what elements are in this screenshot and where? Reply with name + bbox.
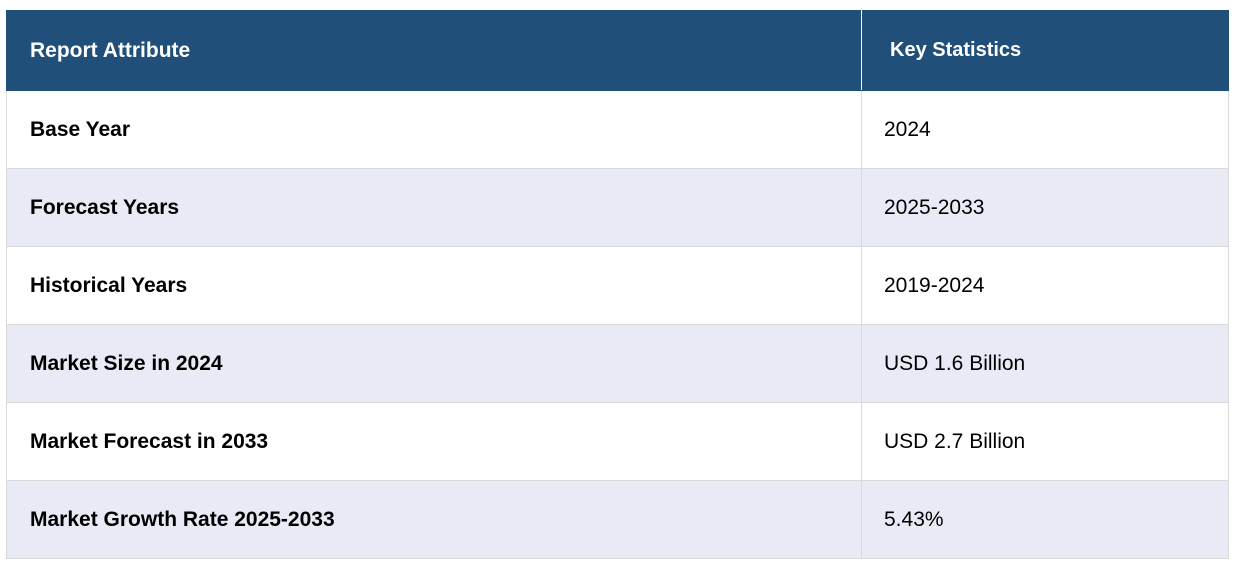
table-row: Forecast Years 2025-2033 — [6, 168, 1229, 247]
table-header-row: Report Attribute Key Statistics — [6, 10, 1229, 91]
row-value-cell: 5.43% — [861, 480, 1229, 559]
row-value-cell: 2024 — [861, 90, 1229, 169]
row-value-cell: USD 1.6 Billion — [861, 324, 1229, 403]
row-attribute-cell: Base Year — [6, 90, 862, 169]
table-row: Market Size in 2024 USD 1.6 Billion — [6, 324, 1229, 403]
row-value-cell: 2025-2033 — [861, 168, 1229, 247]
row-value-cell: 2019-2024 — [861, 246, 1229, 325]
table-row: Base Year 2024 — [6, 90, 1229, 169]
header-key-statistics: Key Statistics — [861, 10, 1229, 91]
row-attribute-cell: Market Forecast in 2033 — [6, 402, 862, 481]
row-attribute-cell: Market Size in 2024 — [6, 324, 862, 403]
table-row: Market Growth Rate 2025-2033 5.43% — [6, 480, 1229, 559]
header-report-attribute: Report Attribute — [6, 10, 862, 91]
report-statistics-table: Report Attribute Key Statistics Base Yea… — [6, 10, 1229, 559]
row-attribute-cell: Forecast Years — [6, 168, 862, 247]
row-value-cell: USD 2.7 Billion — [861, 402, 1229, 481]
row-attribute-cell: Market Growth Rate 2025-2033 — [6, 480, 862, 559]
row-attribute-cell: Historical Years — [6, 246, 862, 325]
table-row: Historical Years 2019-2024 — [6, 246, 1229, 325]
table-row: Market Forecast in 2033 USD 2.7 Billion — [6, 402, 1229, 481]
